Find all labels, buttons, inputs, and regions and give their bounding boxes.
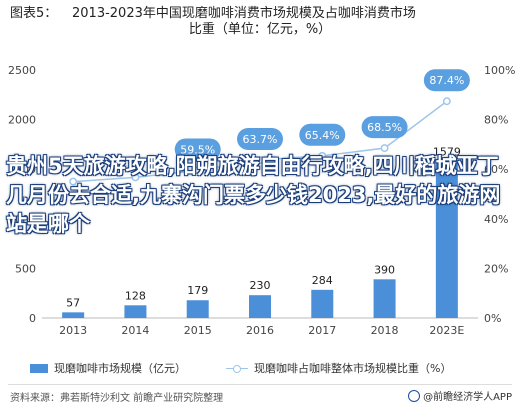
y-left-tick-label: 1500 bbox=[8, 163, 36, 176]
brand-logo-icon bbox=[408, 389, 421, 402]
line-point bbox=[256, 156, 264, 164]
title-line1: 2013-2023年中国现磨咖啡消费市场规模及占咖啡消费市场 bbox=[72, 6, 416, 21]
line-label-bubble bbox=[237, 128, 283, 151]
footer-divider bbox=[8, 384, 512, 385]
legend-bar-label: 现磨咖啡市场规模（亿元） bbox=[54, 362, 186, 375]
bar-value-label: 57 bbox=[66, 296, 80, 309]
x-tick-label: 2016 bbox=[246, 324, 274, 337]
brand: @前瞻经济学人APP bbox=[408, 388, 512, 403]
y-left-tick-label: 1000 bbox=[8, 213, 36, 226]
legend-bar-swatch bbox=[30, 363, 48, 373]
x-tick-label: 2013 bbox=[59, 324, 87, 337]
y-left-tick-label: 500 bbox=[15, 262, 36, 275]
source-note: 资料来源：弗若斯特沙利文 前瞻产业研究院整理 bbox=[10, 393, 224, 404]
bar bbox=[249, 295, 271, 318]
line-label-bubble bbox=[299, 123, 346, 146]
line-label-bubble bbox=[361, 116, 408, 139]
line-value-label: 68.5% bbox=[367, 121, 402, 134]
y-left-tick-label: 0 bbox=[29, 312, 36, 325]
line-point bbox=[380, 144, 389, 153]
y-right-tick-label: 80% bbox=[484, 114, 508, 127]
line-point bbox=[193, 166, 202, 175]
y-right-tick-label: 40% bbox=[484, 213, 508, 226]
line-label-bubble bbox=[174, 138, 221, 161]
x-tick-label: 2014 bbox=[121, 324, 149, 337]
x-tick-label: 2023E bbox=[429, 324, 464, 337]
line-value-label: 87.4% bbox=[429, 74, 464, 87]
x-tick-label: 2018 bbox=[371, 324, 399, 337]
bar-value-label: 284 bbox=[312, 274, 333, 287]
legend-line-swatch bbox=[226, 364, 248, 373]
y-right-tick-label: 100% bbox=[484, 64, 515, 77]
line-value-label: 59.5% bbox=[180, 143, 215, 156]
legend-item-line: 现磨咖啡占咖啡整体市场规模比重（%） bbox=[226, 360, 451, 376]
bar-value-label: 128 bbox=[125, 289, 146, 302]
legend: 现磨咖啡市场规模（亿元） 现磨咖啡占咖啡整体市场规模比重（%） bbox=[30, 360, 451, 376]
line-point bbox=[131, 173, 140, 182]
bar bbox=[186, 300, 209, 318]
y-right-tick-label: 0% bbox=[484, 312, 501, 325]
y-right-tick-label: 60% bbox=[484, 163, 508, 176]
bar bbox=[435, 161, 458, 318]
line-value-label: 63.7% bbox=[243, 133, 278, 146]
line-point bbox=[69, 177, 78, 186]
bar bbox=[373, 279, 396, 318]
bar bbox=[124, 305, 147, 318]
legend-line-label: 现磨咖啡占咖啡整体市场规模比重（%） bbox=[254, 362, 452, 375]
bar-value-label: 230 bbox=[250, 279, 271, 292]
bar-value-label: 179 bbox=[187, 284, 208, 297]
chart-title: 图表5： 2013-2023年中国现磨咖啡消费市场规模及占咖啡消费市场 比重（单… bbox=[10, 6, 510, 38]
overlay-text[interactable]: 贵州5天旅游攻略,阳朔旅游自由行攻略,四川稻城亚丁几月份去合适,九寨沟门票多少钱… bbox=[6, 154, 501, 236]
title-prefix: 图表5： bbox=[10, 6, 58, 21]
x-tick-label: 2015 bbox=[184, 324, 212, 337]
x-tick-label: 2017 bbox=[308, 324, 336, 337]
y-right-tick-label: 20% bbox=[484, 262, 508, 275]
bar bbox=[311, 289, 334, 318]
line-value-label: 65.4% bbox=[305, 129, 340, 142]
bar-value-label: 1579 bbox=[433, 145, 461, 158]
y-left-tick-label: 2000 bbox=[8, 114, 36, 127]
line-label-bubble bbox=[423, 69, 470, 92]
brand-label: @前瞻经济学人APP bbox=[423, 392, 512, 403]
legend-item-bar: 现磨咖啡市场规模（亿元） bbox=[30, 360, 186, 376]
y-left-tick-label: 2500 bbox=[8, 64, 36, 77]
bar bbox=[62, 312, 85, 318]
bar-value-label: 390 bbox=[374, 263, 395, 276]
title-line2: 比重（单位：亿元，%） bbox=[188, 22, 332, 37]
line-point bbox=[318, 151, 327, 160]
line-point bbox=[442, 97, 451, 106]
